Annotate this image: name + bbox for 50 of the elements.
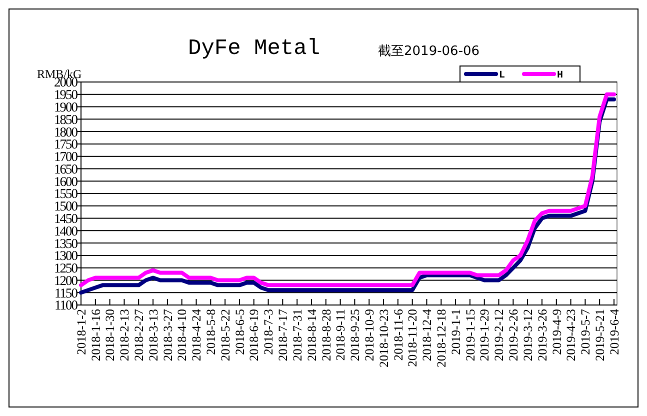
x-tick-label: 2018-1-16: [88, 309, 103, 362]
x-tick-label: 2019-4-9: [550, 309, 564, 355]
x-tick-label: 2019-3-26: [535, 309, 550, 362]
x-tick-label: 2018-10-9: [362, 309, 376, 362]
x-tick-label: 2019-6-4: [607, 308, 622, 355]
x-tick-label: 2018-1-30: [103, 309, 118, 362]
y-tick-label: 1800: [54, 124, 78, 140]
x-tick-label: 2018-7-31: [290, 309, 304, 362]
y-tick-label: 1600: [54, 174, 78, 189]
x-tick-label: 2018-9-11: [334, 309, 348, 361]
x-tick-label: 2018-6-5: [232, 309, 247, 355]
x-tick-label: 2019-2-26: [506, 309, 521, 362]
y-tick-label: 1500: [54, 198, 78, 214]
x-tick-label: 2018-3-27: [160, 309, 175, 362]
legend-label: H: [557, 70, 564, 82]
x-tick-label: 2018-9-25: [348, 309, 362, 362]
y-tick-label: 1550: [54, 186, 78, 202]
y-tick-label: 1150: [54, 285, 78, 300]
x-tick-label: 2018-8-14: [304, 308, 319, 362]
x-tick-label: 2018-10-23: [376, 309, 391, 368]
x-tick-label: 2018-4-24: [190, 308, 204, 362]
x-tick-label: 2018-12-4: [420, 308, 434, 362]
x-tick-label: 2018-5-22: [218, 309, 232, 362]
x-tick-label: 2018-2-27: [132, 309, 146, 362]
x-tick-label: 2019-5-21: [592, 309, 607, 362]
x-tick-label: 2018-8-28: [319, 309, 334, 362]
x-tick-label: 2019-1-29: [478, 309, 492, 362]
y-tick-label: 1300: [54, 248, 78, 264]
x-tick-label: 2019-1-1: [448, 309, 463, 355]
x-tick-label: 2018-7-3: [262, 309, 276, 355]
chart-title: DyFe Metal: [188, 36, 320, 61]
x-tick-label: 2019-1-15: [463, 309, 478, 362]
x-tick-label: 2018-11-6: [391, 309, 406, 361]
x-tick-label: 2019-2-12: [492, 309, 506, 362]
x-tick-label: 2019-4-23: [564, 309, 578, 362]
x-tick-label: 2018-11-20: [406, 309, 420, 367]
x-tick-label: 2018-6-19: [247, 309, 262, 362]
y-tick-label: 1750: [54, 136, 78, 152]
x-tick-label: 2018-2-13: [118, 309, 132, 362]
x-tick-label: 2018-4-10: [175, 309, 190, 362]
x-tick-label: 2018-7-17: [276, 309, 290, 362]
x-tick-label: 2018-3-13: [146, 309, 160, 362]
x-tick-label: 2018-5-8: [204, 309, 218, 355]
y-tick-label: 1950: [54, 87, 78, 102]
x-tick-label: 2019-5-7: [578, 309, 593, 355]
x-tick-label: 2019-3-12: [520, 309, 535, 362]
legend-label: L: [499, 70, 506, 82]
chart-subtitle: 截至2019-06-06: [378, 44, 480, 59]
y-tick-label: 1350: [54, 236, 78, 251]
x-tick-label: 2018-12-18: [434, 309, 449, 368]
